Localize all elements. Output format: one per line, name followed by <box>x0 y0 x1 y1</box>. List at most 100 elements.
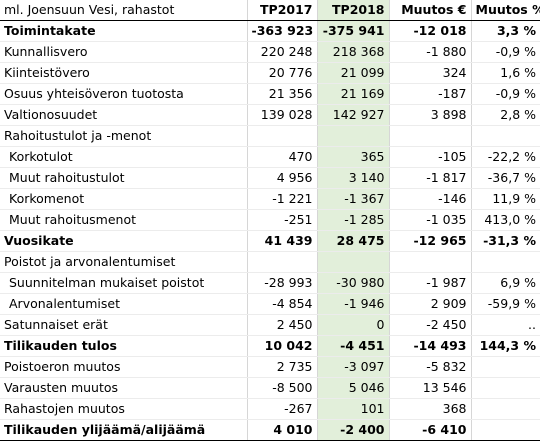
cell-tp2017: -4 854 <box>246 293 317 315</box>
cell-muutos-pct: -31,3 % <box>470 230 540 252</box>
cell-muutos-pct <box>470 125 540 147</box>
cell-muutos-eur: 368 <box>388 398 471 420</box>
table-row: Korkomenot -1 221 -1 367 -146 11,9 % <box>0 188 540 210</box>
cell-muutos-eur <box>388 125 471 147</box>
cell-muutos-eur: -2 450 <box>388 314 471 336</box>
row-label: Tilikauden tulos <box>0 335 247 357</box>
cell-tp2018: -1 946 <box>316 293 389 315</box>
header-muutos-eur: Muutos € <box>388 0 471 21</box>
row-label: Toimintakate <box>0 20 247 42</box>
cell-tp2017: 10 042 <box>246 335 317 357</box>
table-row: Osuus yhteisöveron tuotosta 21 356 21 169-… <box>0 83 540 105</box>
header-row: ml. Joensuun Vesi, rahastot TP2017 TP201… <box>0 0 540 21</box>
cell-tp2017: -1 221 <box>246 188 317 210</box>
cell-tp2018: 101 <box>316 398 389 420</box>
cell-muutos-pct: 3,3 % <box>470 20 540 42</box>
table-row: Tilikauden tulos 10 042 -4 451 -14 493 144,3… <box>0 335 540 357</box>
cell-muutos-pct: -59,9 % <box>470 293 540 315</box>
row-label: Korkotulot <box>0 146 247 168</box>
table-row: Tilikauden ylijäämä/alijäämä 4 010 -2 400-… <box>0 419 540 441</box>
cell-tp2018: 28 475 <box>316 230 389 252</box>
cell-muutos-pct: 2,8 % <box>470 104 540 126</box>
table-row: Poistoeron muutos 2 735 -3 097 -5 832 <box>0 356 540 378</box>
cell-muutos-eur: -187 <box>388 83 471 105</box>
cell-muutos-eur: -1 035 <box>388 209 471 231</box>
cell-muutos-eur: 2 909 <box>388 293 471 315</box>
cell-tp2018: -375 941 <box>316 20 389 42</box>
cell-tp2017: 139 028 <box>246 104 317 126</box>
cell-tp2017: -363 923 <box>246 20 317 42</box>
cell-muutos-pct: -0,9 % <box>470 41 540 63</box>
cell-tp2017: 2 735 <box>246 356 317 378</box>
cell-tp2017: -267 <box>246 398 317 420</box>
row-label: Korkomenot <box>0 188 247 210</box>
cell-muutos-pct: 6,9 % <box>470 272 540 294</box>
cell-tp2017: 21 356 <box>246 83 317 105</box>
cell-tp2018: 21 169 <box>316 83 389 105</box>
cell-tp2018: 21 099 <box>316 62 389 84</box>
cell-muutos-eur: -1 817 <box>388 167 471 189</box>
cell-tp2017: 220 248 <box>246 41 317 63</box>
row-label: Poistoeron muutos <box>0 356 247 378</box>
cell-muutos-eur: -5 832 <box>388 356 471 378</box>
cell-muutos-eur: -105 <box>388 146 471 168</box>
cell-tp2017: 4 956 <box>246 167 317 189</box>
row-label: Valtionosuudet <box>0 104 247 126</box>
cell-muutos-pct: 1,6 % <box>470 62 540 84</box>
table-row: Muut rahoitustulot 4 956 3 140 -1 817 -36,7 … <box>0 167 540 189</box>
header-tp2017: TP2017 <box>246 0 317 21</box>
cell-tp2018: -4 451 <box>316 335 389 357</box>
cell-tp2018: -3 097 <box>316 356 389 378</box>
table-row: Varausten muutos -8 500 5 046 13 546 <box>0 377 540 399</box>
cell-tp2018: 0 <box>316 314 389 336</box>
cell-tp2017: -8 500 <box>246 377 317 399</box>
cell-muutos-pct: 144,3 % <box>470 335 540 357</box>
cell-tp2018: -2 400 <box>316 419 389 441</box>
row-label: Arvonalentumiset <box>0 293 247 315</box>
cell-tp2017: 470 <box>246 146 317 168</box>
cell-tp2018: 5 046 <box>316 377 389 399</box>
cell-tp2017 <box>246 251 317 273</box>
table-row: Rahastojen muutos -267 101 368 <box>0 398 540 420</box>
cell-muutos-eur: -1 880 <box>388 41 471 63</box>
table-row: Valtionosuudet 139 028 142 927 3 898 2,8 % <box>0 104 540 126</box>
cell-muutos-eur: -14 493 <box>388 335 471 357</box>
cell-tp2018: 3 140 <box>316 167 389 189</box>
cell-tp2018: -1 285 <box>316 209 389 231</box>
cell-muutos-eur: -1 987 <box>388 272 471 294</box>
cell-tp2018: 365 <box>316 146 389 168</box>
header-muutos-pct: Muutos % <box>470 0 540 21</box>
table-row: Korkotulot 470 365 -105 -22,2 % <box>0 146 540 168</box>
table-row: Toimintakate -363 923 -375 941 -12 018 3,3 % <box>0 20 540 42</box>
table-row: Suunnitelman mukaiset poistot -28 993 -30 … <box>0 272 540 294</box>
cell-muutos-eur: -146 <box>388 188 471 210</box>
row-label: Varausten muutos <box>0 377 247 399</box>
cell-muutos-pct: -0,9 % <box>470 83 540 105</box>
row-label: Rahoitustulot ja -menot <box>0 125 247 147</box>
cell-tp2017: 41 439 <box>246 230 317 252</box>
cell-tp2017: 2 450 <box>246 314 317 336</box>
cell-muutos-eur: -12 965 <box>388 230 471 252</box>
cell-muutos-eur: 3 898 <box>388 104 471 126</box>
row-label: Kunnallisvero <box>0 41 247 63</box>
cell-muutos-eur: 13 546 <box>388 377 471 399</box>
cell-tp2017: 4 010 <box>246 419 317 441</box>
cell-tp2017 <box>246 125 317 147</box>
cell-tp2018: 218 368 <box>316 41 389 63</box>
table-row: Kiinteistövero 20 776 21 099 324 1,6 % <box>0 62 540 84</box>
table-row: Kunnallisvero 220 248 218 368 -1 880 -0,9 % <box>0 41 540 63</box>
table-row: Rahoitustulot ja -menot <box>0 125 540 147</box>
row-label: Muut rahoitustulot <box>0 167 247 189</box>
cell-muutos-pct: -22,2 % <box>470 146 540 168</box>
row-label: Satunnaiset erät <box>0 314 247 336</box>
cell-tp2017: -28 993 <box>246 272 317 294</box>
row-label: Suunnitelman mukaiset poistot <box>0 272 247 294</box>
cell-muutos-pct <box>470 377 540 399</box>
cell-muutos-pct: 413,0 % <box>470 209 540 231</box>
cell-muutos-pct: .. <box>470 314 540 336</box>
cell-tp2017: 20 776 <box>246 62 317 84</box>
cell-muutos-pct <box>470 251 540 273</box>
cell-muutos-pct <box>470 398 540 420</box>
